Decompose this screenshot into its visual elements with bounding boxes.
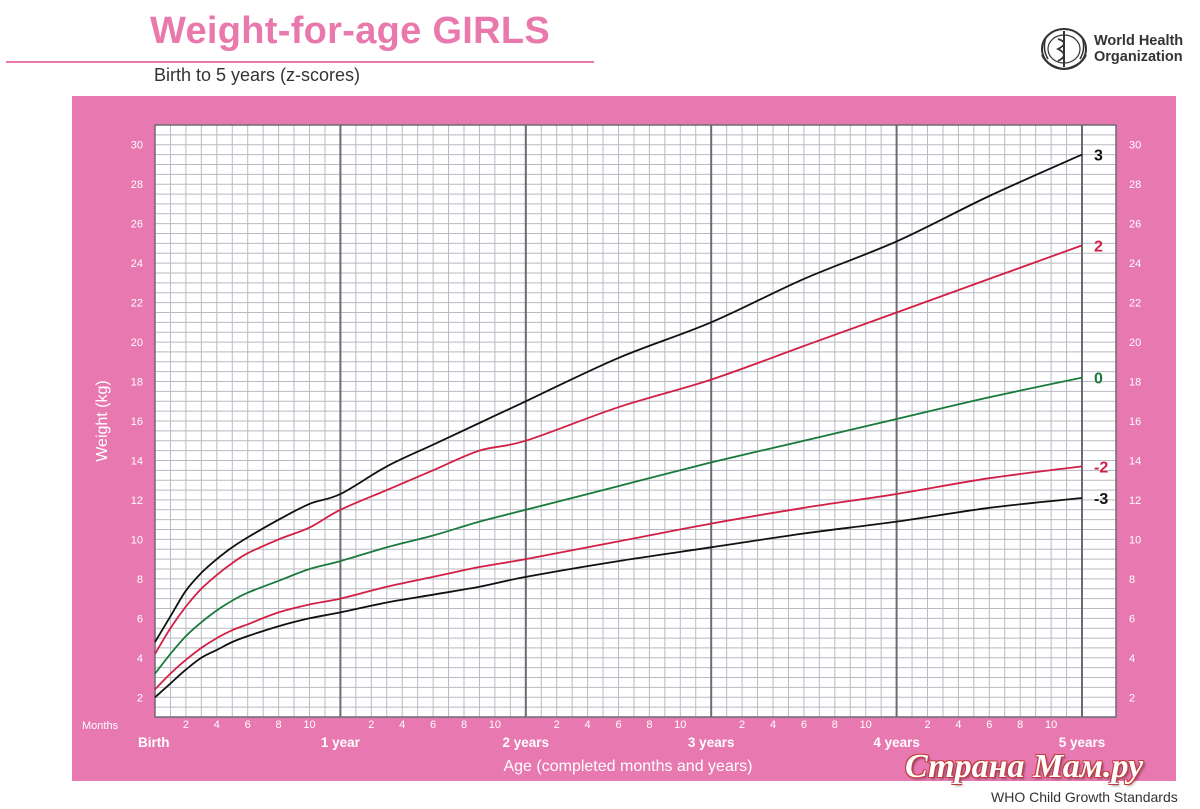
y-tick-label-left: 18 — [131, 377, 143, 389]
year-label: 3 years — [688, 735, 735, 750]
month-tick-label: 2 — [368, 719, 374, 731]
who-logo-text: World Health Organization — [1094, 33, 1183, 65]
month-tick-label: 10 — [674, 719, 686, 731]
month-tick-label: 4 — [955, 719, 961, 731]
footer-credit: WHO Child Growth Standards — [991, 789, 1178, 805]
y-tick-label-right: 24 — [1129, 258, 1141, 270]
y-tick-label-left: 20 — [131, 337, 143, 349]
y-tick-label-right: 12 — [1129, 495, 1141, 507]
y-tick-label-right: 28 — [1129, 179, 1141, 191]
month-tick-label: 4 — [214, 719, 220, 731]
y-tick-label-right: 6 — [1129, 613, 1135, 625]
series-line-z2 — [154, 244, 1083, 655]
y-tick-label-left: 12 — [131, 495, 143, 507]
watermark-logo: Страна Мам.ру — [905, 748, 1144, 785]
y-tick-label-left: 30 — [131, 140, 143, 152]
month-tick-label: 6 — [430, 719, 436, 731]
title-rule — [6, 61, 594, 63]
y-tick-label-left: 2 — [137, 692, 143, 704]
page-title: Weight-for-age GIRLS — [150, 10, 551, 52]
month-tick-label: 2 — [183, 719, 189, 731]
series-label: 0 — [1094, 371, 1103, 388]
y-tick-label-right: 16 — [1129, 416, 1141, 428]
y-tick-label-left: 24 — [131, 258, 143, 270]
month-tick-label: 4 — [585, 719, 591, 731]
month-tick-label: 6 — [615, 719, 621, 731]
month-tick-label: 10 — [1045, 719, 1057, 731]
y-tick-label-right: 8 — [1129, 574, 1135, 586]
plot-border — [154, 124, 1117, 718]
month-tick-label: 2 — [924, 719, 930, 731]
page-subtitle: Birth to 5 years (z-scores) — [154, 65, 361, 85]
series-label: -3 — [1094, 491, 1108, 508]
month-tick-label: 10 — [489, 719, 501, 731]
year-label: 1 year — [321, 735, 361, 750]
y-tick-label-left: 16 — [131, 416, 143, 428]
y-tick-label-left: 6 — [137, 613, 143, 625]
year-label: 4 years — [873, 735, 920, 750]
y-tick-label-left: 14 — [131, 455, 143, 467]
y-tick-label-left: 10 — [131, 534, 143, 546]
month-tick-label: 2 — [739, 719, 745, 731]
month-tick-label: 6 — [801, 719, 807, 731]
who-logo-line2: Organization — [1094, 49, 1183, 65]
month-tick-label: 4 — [399, 719, 405, 731]
month-tick-label: 6 — [245, 719, 251, 731]
y-tick-label-left: 22 — [131, 298, 143, 310]
y-tick-label-left: 26 — [131, 219, 143, 231]
series-line-zminus2 — [154, 465, 1083, 691]
month-tick-label: 10 — [303, 719, 315, 731]
y-tick-label-right: 20 — [1129, 337, 1141, 349]
y-tick-label-right: 14 — [1129, 455, 1141, 467]
y-tick-label-left: 8 — [137, 574, 143, 586]
series-line-z0 — [154, 376, 1083, 675]
who-emblem-icon — [1041, 28, 1087, 71]
y-tick-label-right: 2 — [1129, 692, 1135, 704]
month-tick-label: 8 — [1017, 719, 1023, 731]
series-label: -2 — [1094, 459, 1108, 476]
month-tick-label: 4 — [770, 719, 776, 731]
x-axis-title: Age (completed months and years) — [503, 758, 752, 775]
month-tick-label: 8 — [646, 719, 652, 731]
y-tick-label-right: 22 — [1129, 298, 1141, 310]
y-tick-label-right: 30 — [1129, 140, 1141, 152]
year-label: 5 years — [1059, 735, 1106, 750]
month-tick-label: 8 — [276, 719, 282, 731]
who-logo-line1: World Health — [1094, 33, 1184, 49]
series-label: 3 — [1094, 148, 1103, 165]
y-tick-label-right: 26 — [1129, 219, 1141, 231]
series-label: 2 — [1094, 238, 1103, 255]
month-tick-label: 2 — [554, 719, 560, 731]
year-label: Birth — [138, 735, 170, 750]
month-tick-label: 10 — [860, 719, 872, 731]
y-tick-label-right: 4 — [1129, 653, 1135, 665]
y-tick-label-right: 18 — [1129, 377, 1141, 389]
year-label: 2 years — [503, 735, 550, 750]
month-tick-label: 6 — [986, 719, 992, 731]
y-tick-label-left: 4 — [137, 653, 143, 665]
y-tick-label-right: 10 — [1129, 534, 1141, 546]
month-tick-label: 8 — [832, 719, 838, 731]
y-tick-label-left: 28 — [131, 179, 143, 191]
series-line-z3 — [154, 153, 1083, 643]
x-unit-label: Months — [82, 720, 119, 732]
y-axis-title: Weight (kg) — [94, 380, 111, 462]
series-line-zminus3 — [154, 497, 1083, 698]
month-tick-label: 8 — [461, 719, 467, 731]
